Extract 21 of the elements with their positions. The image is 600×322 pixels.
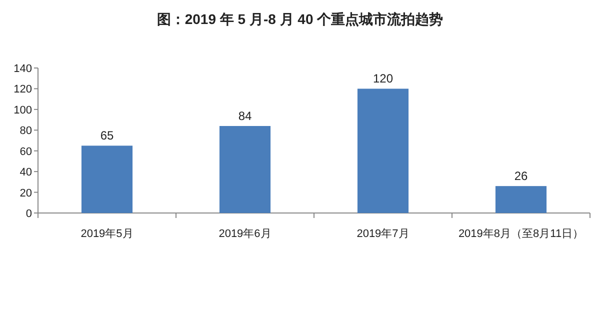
y-tick-label: 120 [14,84,32,96]
y-tick-label: 40 [20,166,32,179]
data-label: 65 [100,128,114,143]
bar [357,88,409,213]
chart-title: 图：2019 年 5 月-8 月 40 个重点城市流拍趋势 [156,11,444,27]
bar [495,186,547,213]
data-label: 26 [514,169,528,184]
data-label: 120 [372,72,394,86]
data-label: 84 [238,109,252,123]
y-tick-label: 140 [14,63,32,75]
y-tick-label: 80 [20,125,32,138]
y-tick-label: 0 [26,208,32,220]
x-tick-label: 2019年5月 [80,228,134,240]
x-tick-label: 2019年7月 [356,228,410,240]
bar [81,146,133,213]
x-tick-label: 2019年8月（至8月11日） [458,228,584,240]
y-tick-label: 20 [20,187,32,200]
bar [219,126,271,213]
y-tick-label: 100 [14,104,32,116]
y-tick-label: 60 [20,146,32,158]
x-tick-label: 2019年6月 [218,228,272,240]
